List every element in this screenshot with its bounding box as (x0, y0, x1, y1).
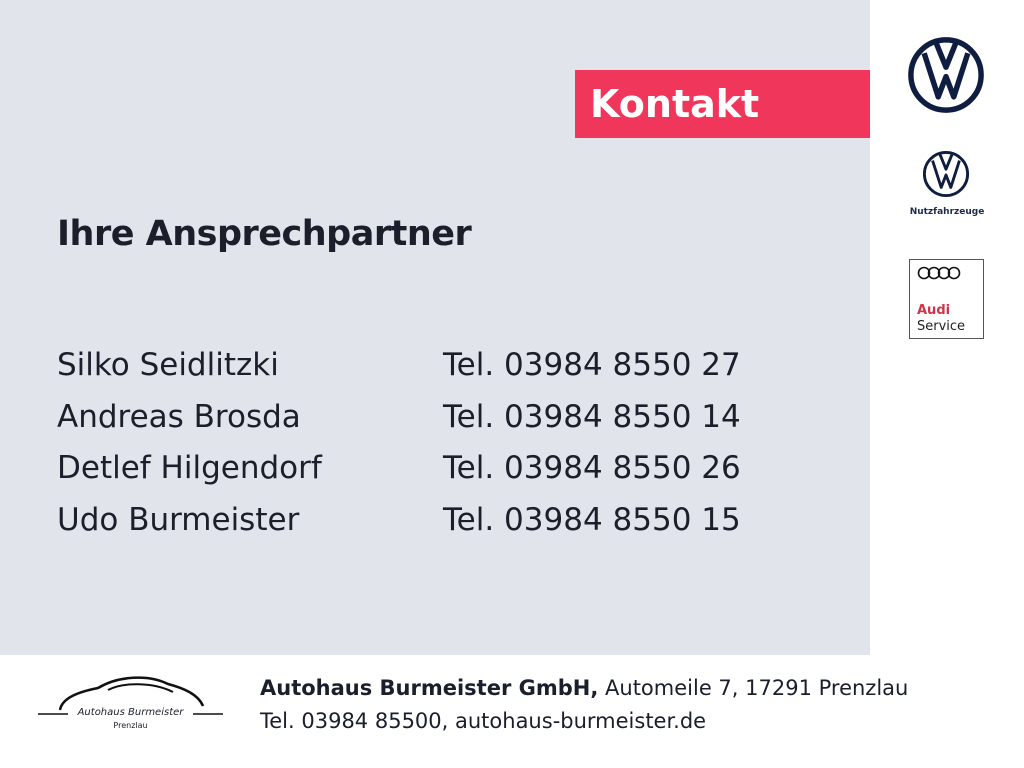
company-address: Automeile 7, 17291 Prenzlau (598, 676, 909, 700)
brand-logos: Nutzfahrzeuge Audi Service (870, 0, 1024, 655)
logo-line-1: Autohaus Burmeister (77, 707, 184, 718)
contact-row: Detlef Hilgendorf Tel. 03984 8550 26 (57, 443, 817, 495)
contact-tel: Tel. 03984 8550 27 (443, 347, 741, 383)
contact-tel: Tel. 03984 8550 15 (443, 501, 741, 538)
company-contact: Tel. 03984 85500, autohaus-burmeister.de (260, 709, 707, 733)
contact-name: Detlef Hilgendorf (57, 450, 322, 486)
audi-rings-icon (917, 266, 961, 280)
audi-service-logo: Audi Service (909, 259, 984, 339)
contact-row: Silko Seidlitzki Tel. 03984 8550 27 (57, 340, 817, 392)
contact-name: Udo Burmeister (57, 501, 300, 538)
contact-row: Andreas Brosda Tel. 03984 8550 14 (57, 392, 817, 444)
page-title: Ihre Ansprechpartner (57, 214, 472, 254)
contact-list: Silko Seidlitzki Tel. 03984 8550 27 Andre… (57, 340, 817, 546)
vw-logo-icon (908, 37, 984, 113)
vw-nutzfahrzeuge-logo-icon (922, 150, 970, 198)
contact-name: Andreas Brosda (57, 398, 301, 435)
contact-tel: Tel. 03984 8550 14 (443, 398, 741, 435)
nutzfahrzeuge-label: Nutzfahrzeuge (909, 207, 985, 217)
footer-address: Autohaus Burmeister GmbH, Automeile 7, 1… (260, 672, 908, 738)
kontakt-banner: Kontakt (575, 70, 870, 138)
car-silhouette-icon (38, 676, 223, 715)
company-name: Autohaus Burmeister GmbH, (260, 676, 599, 700)
service-label: Service (917, 319, 966, 334)
logo-line-2: Prenzlau (113, 721, 148, 730)
contact-name: Silko Seidlitzki (57, 347, 279, 383)
contact-tel: Tel. 03984 8550 26 (443, 450, 741, 486)
audi-label: Audi (917, 303, 951, 318)
contact-row: Udo Burmeister Tel. 03984 8550 15 (57, 495, 817, 547)
autohaus-logo: Autohaus Burmeister Prenzlau (38, 670, 223, 730)
